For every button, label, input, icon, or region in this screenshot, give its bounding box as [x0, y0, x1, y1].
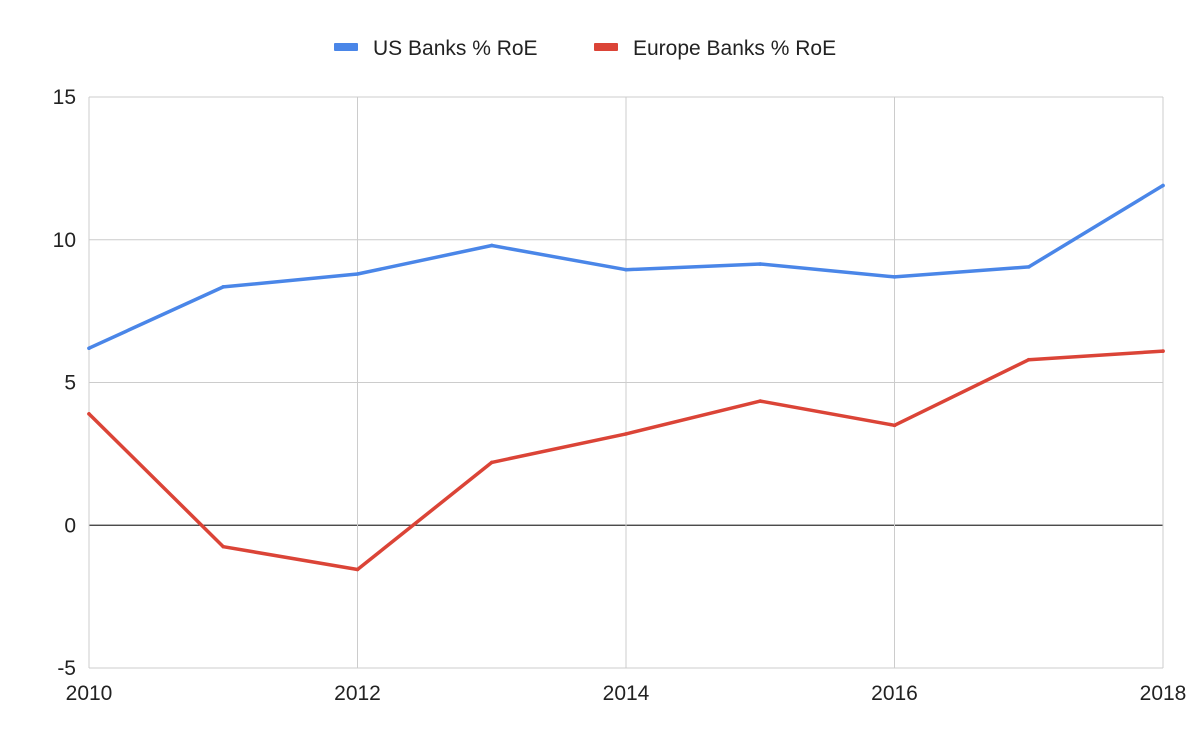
series-group: [87, 183, 1165, 572]
legend-swatch: [594, 43, 618, 51]
x-tick-label: 2018: [1140, 682, 1187, 705]
data-point: [355, 567, 360, 572]
data-point: [758, 399, 763, 403]
data-point: [1161, 183, 1165, 188]
grid: [88, 96, 1164, 669]
x-tick-label: 2014: [603, 682, 650, 705]
data-point: [1161, 349, 1165, 353]
x-tick-label: 2012: [334, 682, 381, 705]
axes: -5 0 5 10 15 2010 2012 2014 2016 2018: [53, 86, 1187, 705]
data-point: [1026, 265, 1031, 269]
x-tick-label: 2016: [871, 682, 918, 705]
data-point: [87, 346, 91, 351]
data-point: [1026, 357, 1031, 362]
y-tick-label: 0: [64, 514, 76, 537]
data-point: [892, 275, 897, 279]
legend-label: Europe Banks % RoE: [633, 37, 836, 60]
data-point: [221, 544, 226, 549]
legend-label: US Banks % RoE: [373, 37, 538, 60]
data-point: [624, 432, 628, 436]
data-point: [489, 243, 494, 248]
x-tick-label: 2010: [66, 682, 113, 705]
y-tick-label: 15: [53, 86, 76, 109]
data-point: [87, 412, 91, 416]
y-tick-label: 5: [64, 372, 76, 395]
y-tick-label: -5: [57, 657, 76, 680]
legend: US Banks % RoE Europe Banks % RoE: [334, 37, 836, 60]
data-point: [221, 285, 226, 289]
legend-swatch: [334, 43, 358, 51]
data-point: [355, 272, 360, 276]
y-tick-label: 10: [53, 229, 76, 252]
data-point: [489, 460, 494, 465]
data-point: [624, 267, 628, 272]
data-point: [892, 423, 897, 428]
data-point: [758, 262, 763, 266]
